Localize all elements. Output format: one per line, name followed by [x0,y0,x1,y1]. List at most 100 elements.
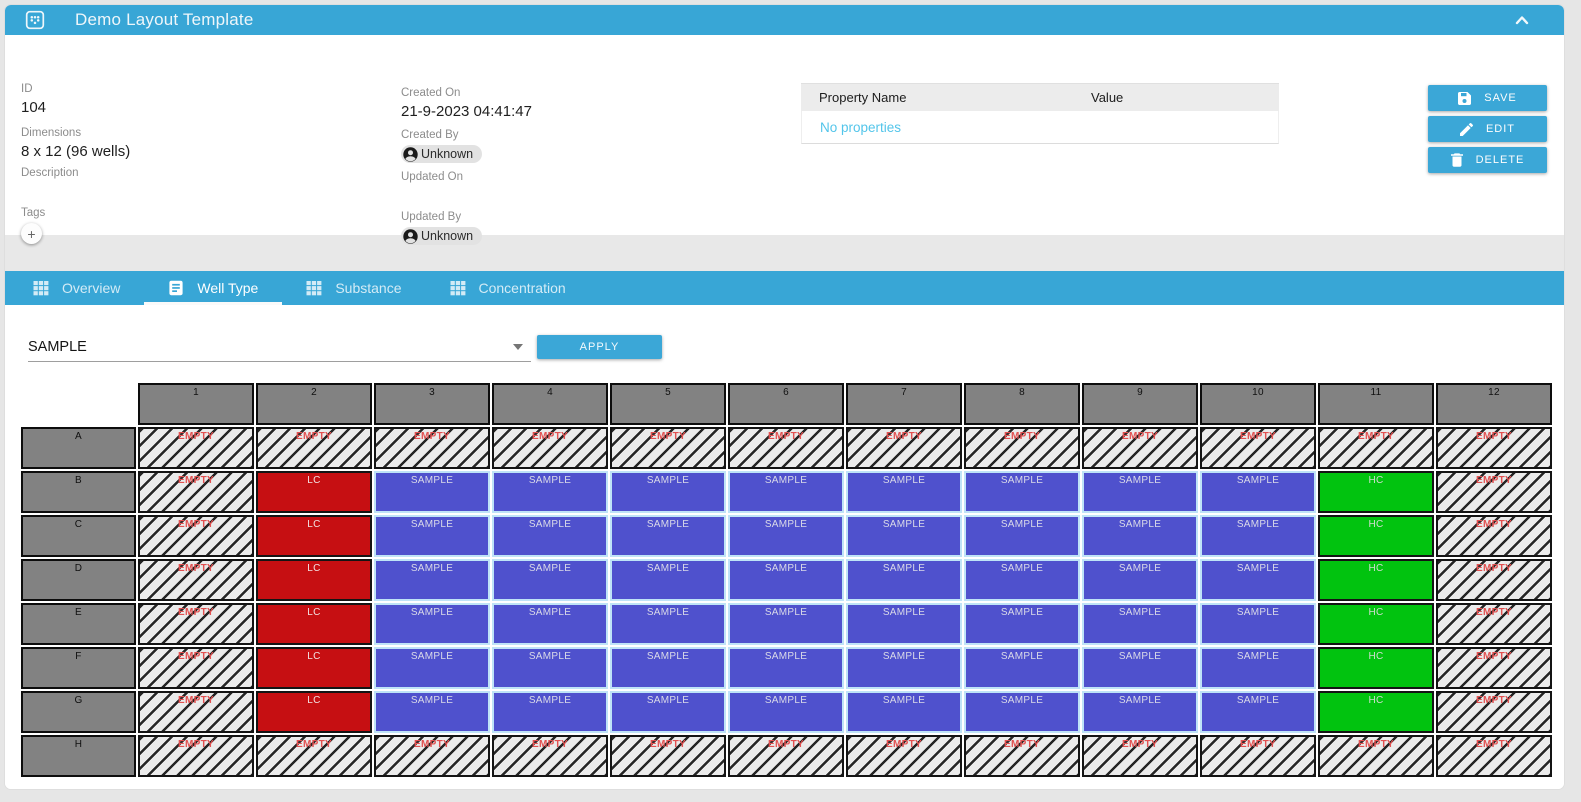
row-header-A[interactable]: A [21,427,136,469]
well-A2[interactable]: EMPTY [256,427,372,469]
well-F10[interactable]: SAMPLE [1200,647,1316,689]
well-D1[interactable]: EMPTY [138,559,254,601]
tab-substance[interactable]: Substance [282,271,425,305]
well-C12[interactable]: EMPTY [1436,515,1552,557]
well-D5[interactable]: SAMPLE [610,559,726,601]
well-A10[interactable]: EMPTY [1200,427,1316,469]
well-G1[interactable]: EMPTY [138,691,254,733]
well-B6[interactable]: SAMPLE [728,471,844,513]
well-C7[interactable]: SAMPLE [846,515,962,557]
well-B7[interactable]: SAMPLE [846,471,962,513]
well-F8[interactable]: SAMPLE [964,647,1080,689]
column-header-1[interactable]: 1 [138,383,254,425]
column-header-12[interactable]: 12 [1436,383,1552,425]
well-A3[interactable]: EMPTY [374,427,490,469]
row-header-F[interactable]: F [21,647,136,689]
well-D3[interactable]: SAMPLE [374,559,490,601]
well-H7[interactable]: EMPTY [846,735,962,777]
well-C10[interactable]: SAMPLE [1200,515,1316,557]
delete-button[interactable]: DELETE [1428,147,1547,173]
well-C4[interactable]: SAMPLE [492,515,608,557]
well-B8[interactable]: SAMPLE [964,471,1080,513]
well-F2[interactable]: LC [256,647,372,689]
well-C8[interactable]: SAMPLE [964,515,1080,557]
well-F5[interactable]: SAMPLE [610,647,726,689]
well-G5[interactable]: SAMPLE [610,691,726,733]
well-F12[interactable]: EMPTY [1436,647,1552,689]
row-header-B[interactable]: B [21,471,136,513]
column-header-4[interactable]: 4 [492,383,608,425]
well-B2[interactable]: LC [256,471,372,513]
well-E1[interactable]: EMPTY [138,603,254,645]
well-G11[interactable]: HC [1318,691,1434,733]
well-E11[interactable]: HC [1318,603,1434,645]
well-H5[interactable]: EMPTY [610,735,726,777]
well-H8[interactable]: EMPTY [964,735,1080,777]
tab-overview[interactable]: Overview [9,271,144,305]
row-header-E[interactable]: E [21,603,136,645]
column-header-5[interactable]: 5 [610,383,726,425]
column-header-10[interactable]: 10 [1200,383,1316,425]
well-A11[interactable]: EMPTY [1318,427,1434,469]
row-header-G[interactable]: G [21,691,136,733]
well-A5[interactable]: EMPTY [610,427,726,469]
well-F1[interactable]: EMPTY [138,647,254,689]
well-F4[interactable]: SAMPLE [492,647,608,689]
column-header-3[interactable]: 3 [374,383,490,425]
column-header-11[interactable]: 11 [1318,383,1434,425]
well-H3[interactable]: EMPTY [374,735,490,777]
well-D4[interactable]: SAMPLE [492,559,608,601]
well-A12[interactable]: EMPTY [1436,427,1552,469]
well-E2[interactable]: LC [256,603,372,645]
well-D6[interactable]: SAMPLE [728,559,844,601]
well-D9[interactable]: SAMPLE [1082,559,1198,601]
well-A9[interactable]: EMPTY [1082,427,1198,469]
well-G8[interactable]: SAMPLE [964,691,1080,733]
column-header-7[interactable]: 7 [846,383,962,425]
save-button[interactable]: SAVE [1428,85,1547,111]
well-F11[interactable]: HC [1318,647,1434,689]
edit-button[interactable]: EDIT [1428,116,1547,142]
well-D10[interactable]: SAMPLE [1200,559,1316,601]
row-header-C[interactable]: C [21,515,136,557]
well-F7[interactable]: SAMPLE [846,647,962,689]
well-G3[interactable]: SAMPLE [374,691,490,733]
well-A7[interactable]: EMPTY [846,427,962,469]
well-G7[interactable]: SAMPLE [846,691,962,733]
column-header-2[interactable]: 2 [256,383,372,425]
well-E12[interactable]: EMPTY [1436,603,1552,645]
well-C5[interactable]: SAMPLE [610,515,726,557]
well-B1[interactable]: EMPTY [138,471,254,513]
add-tag-button[interactable]: + [21,223,42,244]
tab-concentration[interactable]: Concentration [426,271,590,305]
well-E4[interactable]: SAMPLE [492,603,608,645]
well-D7[interactable]: SAMPLE [846,559,962,601]
well-G12[interactable]: EMPTY [1436,691,1552,733]
well-E6[interactable]: SAMPLE [728,603,844,645]
well-B10[interactable]: SAMPLE [1200,471,1316,513]
well-H2[interactable]: EMPTY [256,735,372,777]
well-D11[interactable]: HC [1318,559,1434,601]
well-H1[interactable]: EMPTY [138,735,254,777]
column-header-6[interactable]: 6 [728,383,844,425]
well-E8[interactable]: SAMPLE [964,603,1080,645]
chevron-up-icon[interactable] [1512,10,1532,30]
well-G4[interactable]: SAMPLE [492,691,608,733]
well-E3[interactable]: SAMPLE [374,603,490,645]
well-H4[interactable]: EMPTY [492,735,608,777]
well-D8[interactable]: SAMPLE [964,559,1080,601]
apply-button[interactable]: APPLY [537,335,662,359]
well-H6[interactable]: EMPTY [728,735,844,777]
well-H10[interactable]: EMPTY [1200,735,1316,777]
column-header-8[interactable]: 8 [964,383,1080,425]
well-H9[interactable]: EMPTY [1082,735,1198,777]
well-B3[interactable]: SAMPLE [374,471,490,513]
column-header-9[interactable]: 9 [1082,383,1198,425]
well-A6[interactable]: EMPTY [728,427,844,469]
well-B9[interactable]: SAMPLE [1082,471,1198,513]
well-B5[interactable]: SAMPLE [610,471,726,513]
well-B12[interactable]: EMPTY [1436,471,1552,513]
well-C1[interactable]: EMPTY [138,515,254,557]
well-B4[interactable]: SAMPLE [492,471,608,513]
well-G9[interactable]: SAMPLE [1082,691,1198,733]
